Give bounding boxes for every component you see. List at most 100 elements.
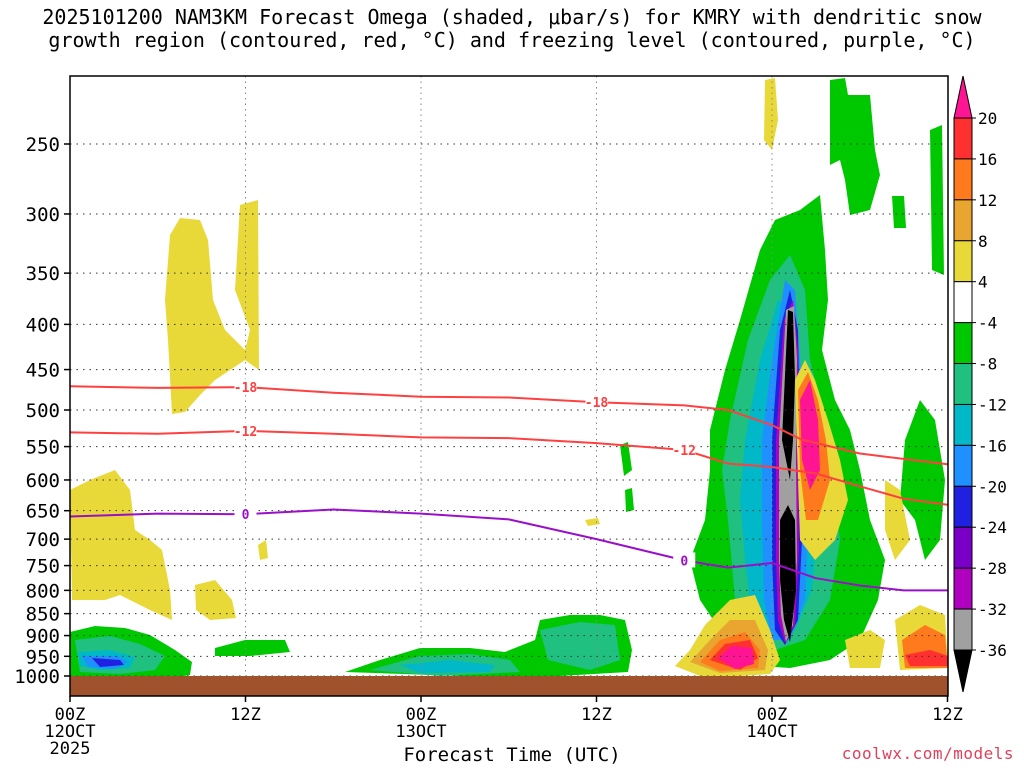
y-tick-label: 350 xyxy=(26,263,60,285)
shade-yellow xyxy=(764,78,778,150)
colorbar-segment xyxy=(953,608,973,651)
y-tick-label: 300 xyxy=(26,204,60,226)
colorbar-segment xyxy=(953,322,973,365)
y-tick-label: 750 xyxy=(26,556,60,578)
colorbar-segment xyxy=(953,75,973,119)
title-line-2: growth region (contoured, red, °C) and f… xyxy=(48,28,976,52)
x-tick-label: 00Z xyxy=(406,705,437,725)
colorbar-segment xyxy=(953,649,973,693)
y-tick-label: 550 xyxy=(26,437,60,459)
colorbar-segment xyxy=(953,403,973,446)
colorbar-label: -24 xyxy=(978,518,1007,537)
y-tick-label: 650 xyxy=(26,501,60,523)
y-tick-label: 450 xyxy=(26,360,60,382)
contour-label: -18 xyxy=(585,396,609,411)
shade-pink xyxy=(718,646,754,669)
shade-yellow xyxy=(585,518,600,526)
contour-lines: -18 -18 -12 -12 0 0 xyxy=(69,379,948,592)
chart-title: 2025101200 NAM3KM Forecast Omega (shaded… xyxy=(0,6,1024,52)
colorbar-segment xyxy=(953,526,973,569)
contour-label-bg xyxy=(673,552,696,568)
y-tick-label: 500 xyxy=(26,400,60,422)
shade-yellow xyxy=(70,470,172,620)
x-tick-label: 12Z xyxy=(230,705,261,725)
shade-green xyxy=(625,488,634,512)
contour-label-bg xyxy=(234,379,257,395)
colorbar-segment xyxy=(953,567,973,610)
colorbar-label: -36 xyxy=(978,641,1007,660)
y-tick-label: 700 xyxy=(26,529,60,551)
contour-0 xyxy=(69,508,948,592)
colorbar-label: 12 xyxy=(978,191,997,210)
y-tick-label: 950 xyxy=(26,646,60,668)
plot-frame xyxy=(69,75,949,697)
shade-green xyxy=(830,78,880,215)
y-axis-ticks: 2503003504004505005506006507007508008509… xyxy=(14,134,70,688)
x-tick-year: 2025 xyxy=(50,739,91,759)
x-tick-date: 13OCT xyxy=(395,722,446,742)
x-tick-label: 12Z xyxy=(932,705,963,725)
contour-label: 0 xyxy=(680,554,688,569)
colorbar-label: -8 xyxy=(978,355,997,374)
colorbar-label: -28 xyxy=(978,559,1007,578)
x-axis-title: Forecast Time (UTC) xyxy=(403,744,621,766)
colorbar-label: -16 xyxy=(978,436,1007,455)
terrain-ground xyxy=(70,676,948,696)
colorbar-segment xyxy=(953,444,973,487)
shade-green xyxy=(930,125,944,275)
contour--12 xyxy=(69,429,948,506)
shade-teal xyxy=(540,622,620,670)
y-tick-label: 400 xyxy=(26,314,60,336)
colorbar-label: -32 xyxy=(978,600,1007,619)
colorbar-label: 4 xyxy=(978,273,988,292)
x-tick-date: 14OCT xyxy=(746,722,797,742)
colorbar-segment xyxy=(953,117,973,160)
colorbar-label: 20 xyxy=(978,109,997,128)
contour-label: -12 xyxy=(234,425,257,440)
source-credit: coolwx.com/models xyxy=(841,744,1014,763)
x-tick-label: 00Z xyxy=(757,705,788,725)
shade-black xyxy=(782,310,795,480)
shade-cyan xyxy=(400,660,495,673)
colorbar-segment xyxy=(953,158,973,201)
shade-yellow xyxy=(258,540,268,560)
colorbar-label: -20 xyxy=(978,477,1007,496)
shade-yellow xyxy=(845,630,885,668)
colorbar-label: 8 xyxy=(978,232,988,251)
colorbar-label: -4 xyxy=(978,314,997,333)
shade-green xyxy=(620,442,632,476)
colorbar-label: 16 xyxy=(978,150,997,169)
shade-yellow xyxy=(165,200,259,414)
contour-label-bg xyxy=(673,442,696,458)
y-tick-label: 900 xyxy=(26,626,60,648)
colorbar-segment xyxy=(953,281,973,324)
contour-label-bg xyxy=(234,422,257,438)
y-tick-label: 1000 xyxy=(14,666,60,688)
colorbar-segment xyxy=(953,363,973,405)
contour-label: 0 xyxy=(242,508,250,523)
x-tick-date: 12OCT xyxy=(44,722,95,742)
x-tick-label: 00Z xyxy=(55,705,86,725)
y-tick-label: 850 xyxy=(26,604,60,626)
contour-label-bg xyxy=(234,506,257,522)
title-line-1: 2025101200 NAM3KM Forecast Omega (shaded… xyxy=(42,5,982,29)
shade-red xyxy=(905,650,948,666)
colorbar-segment xyxy=(953,485,973,528)
y-tick-label: 250 xyxy=(26,134,60,156)
colorbar-label: -12 xyxy=(978,395,1007,414)
omega-colorbar: 20 16 12 8 4 -4 -8 -12 -16 -20 -24 -28 -32 -36 xyxy=(953,75,1007,693)
shade-green xyxy=(215,640,290,656)
shade-yellow xyxy=(195,580,236,620)
y-tick-label: 800 xyxy=(26,580,60,602)
shade-green xyxy=(892,196,906,228)
shade-yellow xyxy=(885,480,910,560)
x-tick-label: 12Z xyxy=(581,705,612,725)
omega-shading xyxy=(70,78,948,681)
shade-pink xyxy=(800,380,820,490)
contour-label-bg xyxy=(585,394,608,410)
colorbar-segment xyxy=(953,240,973,283)
contour-label: -18 xyxy=(234,381,258,396)
colorbar-segment xyxy=(953,199,973,242)
